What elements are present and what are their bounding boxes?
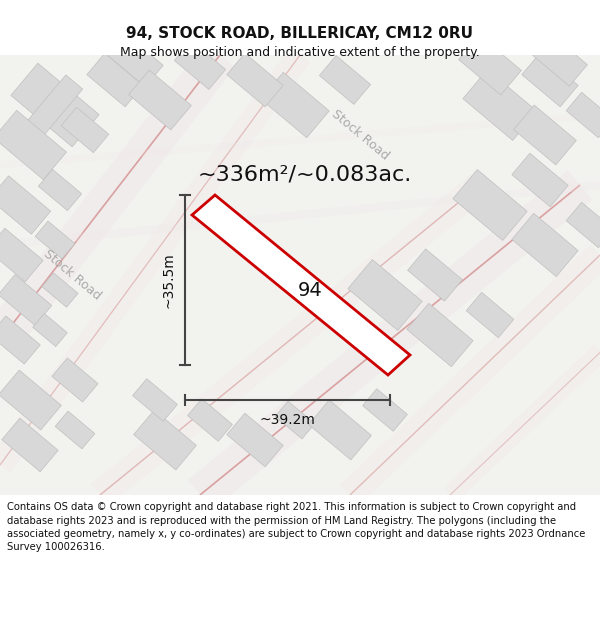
Polygon shape (348, 259, 422, 331)
Polygon shape (35, 221, 75, 259)
Polygon shape (0, 370, 61, 430)
Polygon shape (38, 169, 82, 211)
Text: ~39.2m: ~39.2m (260, 413, 316, 427)
Polygon shape (134, 410, 196, 470)
Polygon shape (227, 53, 283, 107)
Polygon shape (128, 70, 191, 130)
Polygon shape (308, 400, 371, 460)
Polygon shape (463, 69, 537, 141)
Polygon shape (566, 202, 600, 248)
Polygon shape (407, 249, 463, 301)
Text: Contains OS data © Crown copyright and database right 2021. This information is : Contains OS data © Crown copyright and d… (7, 503, 586, 552)
Polygon shape (0, 176, 51, 234)
Polygon shape (362, 389, 407, 431)
Polygon shape (275, 401, 315, 439)
Polygon shape (2, 418, 58, 472)
Polygon shape (522, 53, 578, 107)
Polygon shape (319, 56, 371, 104)
Text: 94: 94 (298, 281, 322, 299)
Polygon shape (42, 273, 78, 307)
Polygon shape (458, 35, 521, 95)
Text: ~336m²/~0.083ac.: ~336m²/~0.083ac. (198, 165, 412, 185)
Polygon shape (0, 316, 40, 364)
Polygon shape (453, 169, 527, 241)
Polygon shape (533, 34, 587, 86)
Polygon shape (33, 314, 67, 346)
Polygon shape (566, 92, 600, 138)
Polygon shape (175, 41, 226, 89)
Polygon shape (133, 379, 178, 421)
Polygon shape (27, 75, 83, 135)
Polygon shape (0, 274, 52, 326)
Text: Stock Road: Stock Road (41, 248, 103, 302)
Polygon shape (0, 228, 43, 282)
Polygon shape (261, 72, 329, 138)
Polygon shape (61, 107, 109, 152)
Polygon shape (0, 111, 67, 179)
Polygon shape (192, 195, 410, 375)
Text: 94, STOCK ROAD, BILLERICAY, CM12 0RU: 94, STOCK ROAD, BILLERICAY, CM12 0RU (127, 26, 473, 41)
Text: Map shows position and indicative extent of the property.: Map shows position and indicative extent… (120, 46, 480, 59)
Polygon shape (87, 53, 143, 107)
Polygon shape (52, 358, 98, 402)
Polygon shape (407, 303, 473, 367)
Polygon shape (55, 411, 95, 449)
Polygon shape (107, 33, 163, 87)
Polygon shape (466, 292, 514, 338)
Polygon shape (512, 153, 568, 207)
Text: Stock Road: Stock Road (329, 107, 391, 162)
Polygon shape (188, 399, 232, 441)
Polygon shape (11, 63, 99, 147)
Polygon shape (512, 213, 578, 277)
Text: ~35.5m: ~35.5m (162, 252, 176, 308)
Polygon shape (514, 105, 577, 165)
Polygon shape (227, 413, 283, 467)
